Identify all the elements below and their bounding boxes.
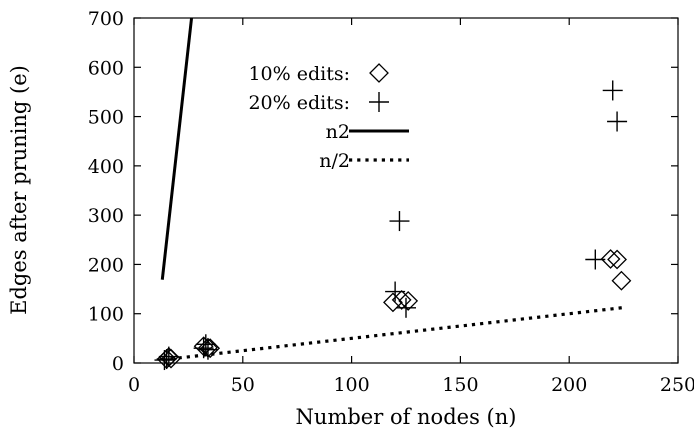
y-tick-label: 700 <box>88 8 124 30</box>
y-tick-label: 400 <box>88 156 124 178</box>
x-tick-label: 100 <box>333 374 369 396</box>
series-line-solid <box>162 18 191 280</box>
data-point-plus <box>603 80 623 100</box>
y-tick-label: 0 <box>112 353 124 375</box>
series-line-dotted <box>162 307 625 359</box>
x-axis-label: Number of nodes (n) <box>296 405 517 429</box>
x-tick-label: 250 <box>660 374 694 396</box>
data-point-diamond <box>384 293 402 311</box>
x-tick-label: 150 <box>442 374 478 396</box>
series-2 <box>162 18 191 280</box>
y-tick-label: 500 <box>88 107 124 129</box>
data-point-plus <box>585 250 605 270</box>
legend: 10% edits: 20% edits: n2 n/2 <box>248 63 409 172</box>
x-axis: 0 50 100 150 200 250 <box>128 18 694 396</box>
legend-plus-marker <box>369 92 389 112</box>
y-axis-label: Edges after pruning (e) <box>7 65 31 315</box>
data-point-plus <box>389 211 409 231</box>
y-tick-label: 300 <box>88 205 124 227</box>
x-tick-label: 50 <box>231 374 255 396</box>
legend-label: 10% edits: <box>248 63 350 85</box>
legend-diamond-marker <box>370 64 388 82</box>
x-tick-label: 0 <box>128 374 140 396</box>
legend-label: 20% edits: <box>248 92 350 114</box>
y-tick-label: 600 <box>88 57 124 79</box>
legend-label: n2 <box>326 121 350 143</box>
y-tick-label: 100 <box>88 304 124 326</box>
series-0 <box>158 250 631 368</box>
data-point-plus <box>198 340 218 360</box>
y-tick-label: 200 <box>88 254 124 276</box>
legend-label: n/2 <box>319 150 350 172</box>
data-point-diamond <box>612 272 630 290</box>
data-marks <box>154 18 630 370</box>
data-point-diamond <box>608 251 626 269</box>
series-3 <box>162 307 625 359</box>
x-tick-label: 200 <box>551 374 587 396</box>
series-1 <box>154 80 627 370</box>
data-point-plus <box>607 112 627 132</box>
y-axis: 0 100 200 300 400 500 600 700 <box>88 8 678 375</box>
